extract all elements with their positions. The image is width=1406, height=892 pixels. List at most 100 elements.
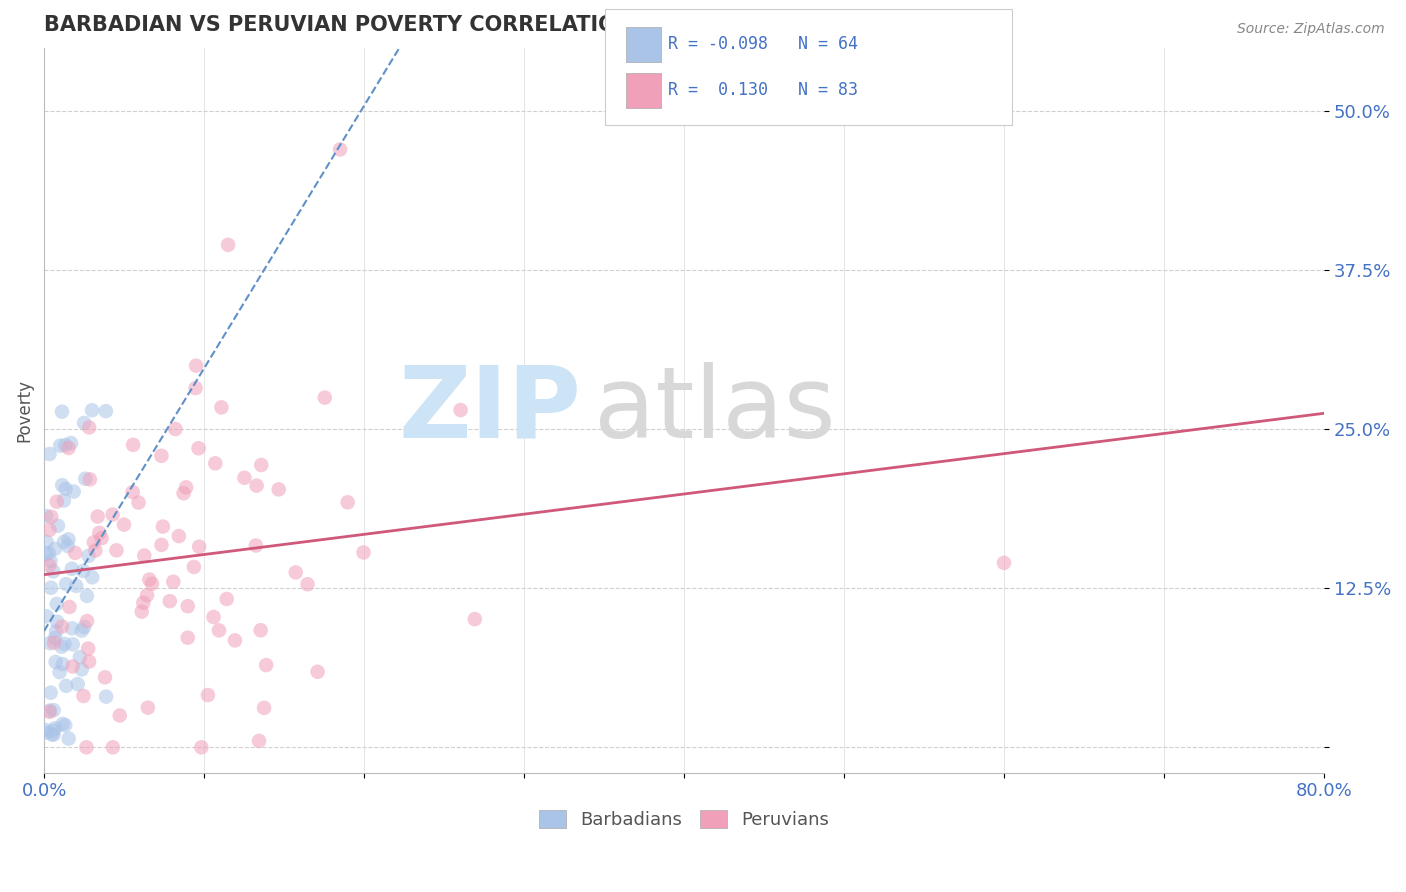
Point (202, 610, 225, 624)
Point (138, 573, 160, 587)
Point (55, 679, 77, 693)
Point (224, 633, 246, 648)
Point (39, 554, 62, 568)
Point (38, 704, 60, 718)
Text: atlas: atlas (595, 361, 837, 458)
Point (167, 529, 190, 543)
Point (184, 381, 207, 395)
Point (177, 599, 200, 614)
Point (267, 483, 290, 497)
Point (35, 547, 58, 561)
Point (70, 662, 93, 676)
Point (86, 509, 108, 524)
Point (131, 605, 153, 619)
Point (53, 534, 76, 549)
Point (51, 640, 73, 654)
Point (233, 471, 256, 485)
Point (35, 723, 58, 737)
Point (62, 637, 84, 651)
Text: BARBADIAN VS PERUVIAN POVERTY CORRELATION CHART: BARBADIAN VS PERUVIAN POVERTY CORRELATIO… (44, 15, 718, 35)
Point (329, 143, 352, 157)
Point (60, 621, 83, 635)
Point (105, 543, 128, 558)
Point (45, 624, 67, 639)
Point (62, 484, 84, 499)
Point (121, 485, 143, 500)
Point (77, 549, 100, 563)
Point (209, 401, 232, 415)
Point (90, 531, 112, 545)
Point (73, 416, 96, 430)
Point (173, 486, 195, 500)
Text: ZIP: ZIP (399, 361, 582, 458)
Point (204, 456, 226, 470)
Point (82, 570, 104, 584)
Point (297, 577, 319, 591)
Point (993, 556, 1015, 570)
Point (254, 658, 277, 673)
Point (44, 541, 66, 556)
Y-axis label: Poverty: Poverty (15, 379, 32, 442)
Point (184, 359, 207, 373)
Point (35, 508, 58, 523)
Point (284, 566, 307, 580)
Point (136, 588, 159, 602)
Point (44, 721, 66, 735)
Point (53, 438, 76, 452)
Point (249, 624, 271, 638)
Point (246, 478, 269, 492)
Point (122, 438, 145, 452)
Point (134, 549, 156, 563)
Point (79, 472, 101, 486)
Point (52, 717, 75, 731)
Point (217, 237, 239, 252)
Point (82, 403, 104, 417)
Point (250, 458, 273, 472)
Point (35, 725, 58, 739)
Point (89, 525, 111, 540)
Point (48, 665, 70, 680)
Text: R =  0.130   N = 83: R = 0.130 N = 83 (668, 81, 858, 99)
Point (152, 519, 174, 533)
Point (450, 403, 472, 417)
Point (38, 558, 60, 573)
Point (75, 472, 97, 486)
Point (58, 533, 80, 547)
Point (39, 509, 62, 524)
Point (39, 636, 62, 650)
Point (73, 620, 96, 634)
Point (187, 442, 209, 456)
Point (162, 574, 184, 589)
Point (39, 685, 62, 699)
Point (84, 543, 107, 558)
Point (42, 723, 65, 738)
Point (35, 535, 58, 549)
Point (190, 740, 212, 755)
Point (197, 688, 219, 702)
Point (94, 670, 117, 684)
Point (83, 535, 105, 549)
Point (177, 631, 200, 645)
Point (150, 449, 173, 463)
Point (38, 447, 60, 461)
Point (108, 708, 131, 723)
Point (141, 576, 163, 591)
Point (58, 441, 80, 455)
Point (41, 728, 63, 742)
Point (52, 493, 75, 508)
Point (75, 740, 97, 755)
Point (51, 405, 73, 419)
Point (58, 599, 80, 614)
Point (247, 734, 270, 748)
Point (51, 478, 73, 492)
Point (66, 677, 89, 691)
Point (208, 624, 231, 638)
Point (112, 517, 135, 532)
Point (76, 589, 98, 603)
Text: Source: ZipAtlas.com: Source: ZipAtlas.com (1237, 22, 1385, 37)
Point (55, 577, 77, 591)
Point (128, 495, 150, 509)
Point (44, 631, 66, 645)
Point (132, 596, 155, 610)
Point (44, 635, 66, 649)
